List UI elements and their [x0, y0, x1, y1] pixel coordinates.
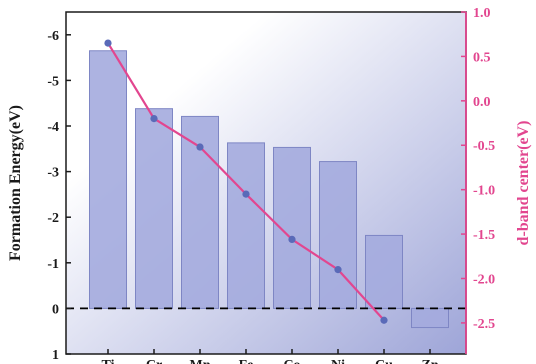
y-axis-label-right: d-band center(eV): [515, 121, 532, 246]
left-tick-label: 1: [52, 348, 59, 363]
right-tick-label: -1.5: [473, 228, 495, 243]
right-axis: 1.0 0.5 0.0 -0.5 -1.0 -1.5 -2.0 -2.5: [461, 6, 495, 354]
right-tick-label: -0.5: [473, 139, 495, 154]
marker-fe: [242, 190, 250, 198]
right-tick-label: -2.5: [473, 317, 495, 332]
x-tick-label-ti: Ti: [102, 358, 115, 364]
x-tick-label-cr: Cr: [146, 358, 162, 364]
bar-fe: [227, 142, 265, 309]
marker-ti: [104, 39, 112, 47]
x-tick-label-fe: Fe: [239, 358, 254, 364]
left-tick-label: -5: [47, 74, 59, 89]
left-tick-label: -2: [47, 211, 59, 226]
right-tick-label: 0.0: [473, 95, 491, 110]
marker-co: [288, 235, 296, 244]
bar-zn: [411, 307, 449, 329]
bar-ni: [319, 161, 357, 309]
left-tick-label: -6: [47, 29, 59, 44]
bars-layer: [89, 50, 449, 329]
marker-mn: [196, 143, 204, 151]
marker-cr: [150, 114, 158, 123]
left-tick-label: -3: [47, 166, 59, 181]
left-axis: 1 0 -1 -2 -3 -4 -5 -6: [47, 29, 71, 363]
marker-ni: [334, 266, 342, 274]
x-tick-label-zn: Zn: [421, 358, 438, 364]
bar-ti: [89, 50, 127, 309]
left-tick-label: -4: [47, 120, 59, 135]
x-tick-label-co: Co: [283, 358, 300, 364]
bar-cu: [365, 234, 403, 309]
x-tick-label-cu: Cu: [375, 358, 393, 364]
left-tick-label: 0: [52, 302, 59, 317]
marker-cu: [380, 316, 388, 324]
bar-cr: [135, 108, 173, 309]
x-axis: Ti Cr Mn Fe Co Ni Cu Zn: [102, 349, 439, 364]
right-tick-label: 1.0: [473, 6, 491, 21]
y-axis-label-left: Formation Energy(eV): [7, 105, 24, 261]
right-tick-label: -2.0: [473, 272, 495, 287]
x-tick-label-ni: Ni: [331, 358, 345, 364]
right-tick-label: -1.0: [473, 184, 495, 199]
right-tick-label: 0.5: [473, 50, 491, 65]
left-tick-label: -1: [47, 257, 59, 272]
x-tick-label-mn: Mn: [190, 358, 211, 364]
line-layer: [104, 39, 388, 324]
